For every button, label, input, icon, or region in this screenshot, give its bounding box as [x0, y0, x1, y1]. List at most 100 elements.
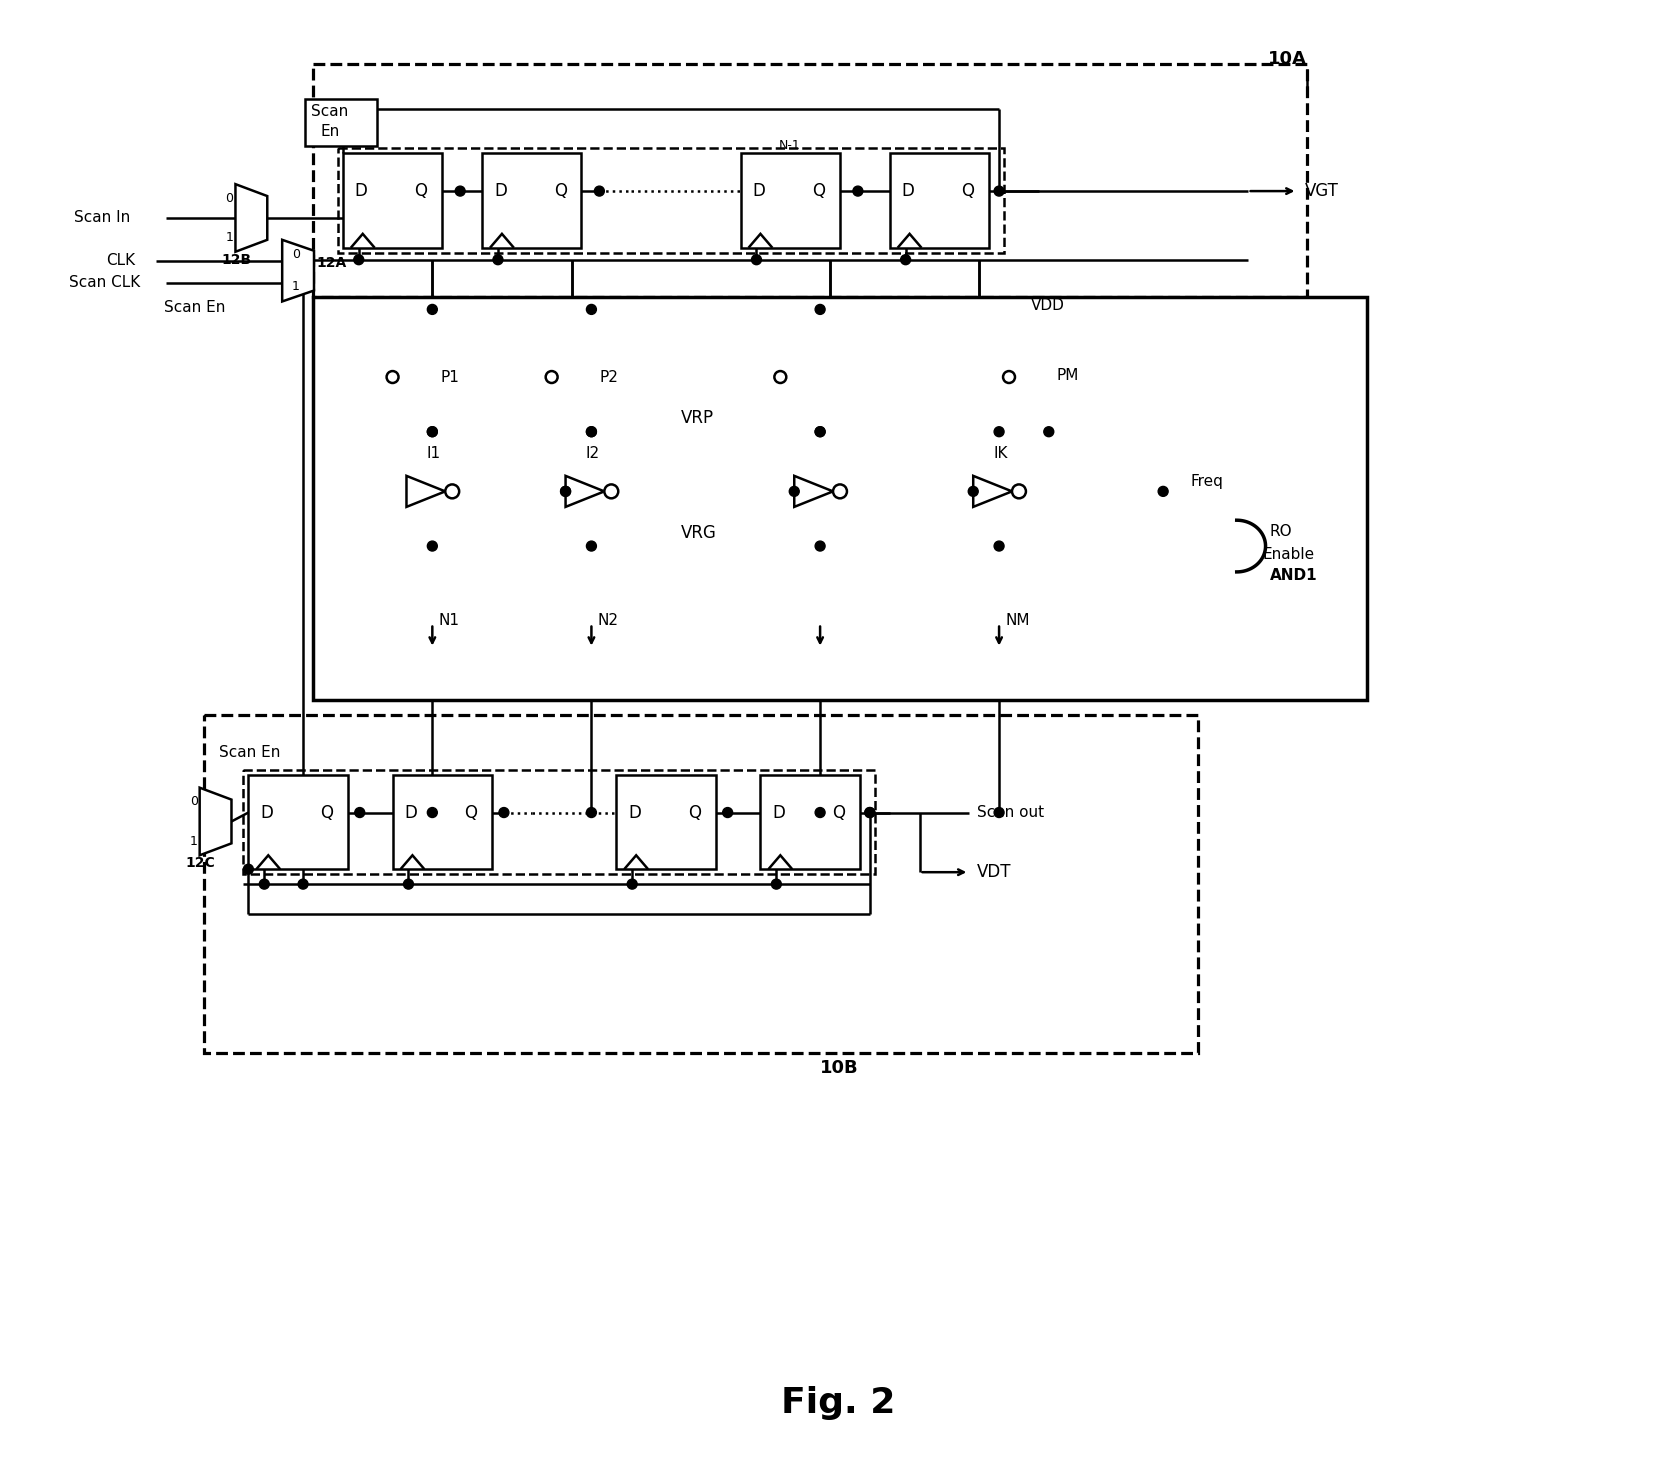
- Circle shape: [815, 427, 825, 437]
- Circle shape: [260, 879, 270, 889]
- Text: 0: 0: [292, 249, 300, 262]
- Text: Scan: Scan: [310, 104, 349, 118]
- Circle shape: [404, 879, 414, 889]
- Bar: [243, 770, 875, 874]
- Circle shape: [428, 541, 438, 551]
- Text: D: D: [629, 804, 641, 822]
- Bar: [890, 154, 989, 247]
- Circle shape: [428, 427, 438, 437]
- Circle shape: [994, 541, 1005, 551]
- Bar: [203, 715, 1197, 1053]
- Circle shape: [627, 879, 637, 889]
- Polygon shape: [282, 240, 314, 301]
- Circle shape: [299, 879, 309, 889]
- Text: 10B: 10B: [820, 1058, 859, 1077]
- Text: Q: Q: [553, 183, 567, 200]
- Circle shape: [493, 254, 503, 265]
- Text: Scan In: Scan In: [74, 211, 131, 225]
- Text: D: D: [902, 183, 914, 200]
- Bar: [248, 775, 347, 870]
- Circle shape: [587, 427, 597, 437]
- Circle shape: [771, 879, 781, 889]
- Circle shape: [454, 186, 465, 196]
- Bar: [337, 148, 1005, 253]
- Text: Scan En: Scan En: [164, 300, 225, 314]
- Text: Fig. 2: Fig. 2: [781, 1386, 896, 1420]
- Circle shape: [994, 427, 1005, 437]
- Text: AND1: AND1: [1269, 569, 1316, 583]
- Polygon shape: [200, 788, 231, 855]
- Circle shape: [243, 864, 253, 874]
- Polygon shape: [406, 475, 446, 507]
- Text: I2: I2: [585, 446, 600, 461]
- Text: 1: 1: [292, 281, 300, 292]
- Text: I1: I1: [426, 446, 441, 461]
- Circle shape: [560, 487, 570, 496]
- Text: 0: 0: [225, 192, 233, 205]
- Text: Q: Q: [832, 804, 845, 822]
- Text: En: En: [320, 124, 340, 139]
- Text: Scan En: Scan En: [218, 746, 280, 760]
- Circle shape: [854, 186, 864, 196]
- Circle shape: [587, 427, 597, 437]
- Polygon shape: [565, 475, 604, 507]
- Text: VRP: VRP: [681, 409, 714, 427]
- Circle shape: [994, 186, 1005, 196]
- Circle shape: [594, 186, 604, 196]
- Circle shape: [587, 541, 597, 551]
- Circle shape: [815, 807, 825, 817]
- Text: VRG: VRG: [681, 525, 716, 542]
- Bar: [314, 64, 1308, 297]
- Polygon shape: [973, 475, 1011, 507]
- Circle shape: [994, 807, 1005, 817]
- Text: N-1: N-1: [778, 139, 800, 152]
- Circle shape: [901, 254, 911, 265]
- Text: Q: Q: [688, 804, 701, 822]
- Text: 12C: 12C: [186, 857, 215, 870]
- Circle shape: [587, 807, 597, 817]
- Text: PM: PM: [1057, 367, 1078, 383]
- Circle shape: [790, 487, 800, 496]
- Bar: [615, 775, 716, 870]
- Circle shape: [428, 427, 438, 437]
- Text: D: D: [356, 183, 367, 200]
- Text: N1: N1: [438, 613, 459, 629]
- Text: D: D: [495, 183, 506, 200]
- Circle shape: [587, 304, 597, 314]
- Text: Scan CLK: Scan CLK: [69, 275, 141, 289]
- Bar: [342, 154, 443, 247]
- Text: Enable: Enable: [1263, 547, 1315, 561]
- Text: D: D: [753, 183, 765, 200]
- Text: Freq: Freq: [1191, 474, 1224, 488]
- Text: NM: NM: [1005, 613, 1030, 629]
- Circle shape: [428, 304, 438, 314]
- Circle shape: [560, 487, 570, 496]
- Circle shape: [1011, 484, 1026, 499]
- Text: Q: Q: [320, 804, 334, 822]
- Circle shape: [446, 484, 459, 499]
- Text: N2: N2: [597, 613, 619, 629]
- Text: VDD: VDD: [1031, 298, 1065, 313]
- Circle shape: [865, 807, 875, 817]
- Text: IK: IK: [993, 446, 1008, 461]
- Text: 10A: 10A: [1268, 50, 1306, 67]
- Text: D: D: [260, 804, 273, 822]
- Text: D: D: [773, 804, 785, 822]
- Text: Q: Q: [465, 804, 478, 822]
- Circle shape: [500, 807, 508, 817]
- Circle shape: [1003, 371, 1015, 383]
- Circle shape: [354, 254, 364, 265]
- Text: Q: Q: [961, 183, 974, 200]
- Circle shape: [1159, 487, 1169, 496]
- Circle shape: [815, 304, 825, 314]
- Text: RO: RO: [1269, 523, 1293, 538]
- Text: 12A: 12A: [315, 256, 345, 269]
- Text: P1: P1: [441, 370, 459, 385]
- Text: D: D: [404, 804, 418, 822]
- Text: CLK: CLK: [106, 253, 136, 268]
- Polygon shape: [235, 184, 267, 251]
- Text: VGT: VGT: [1305, 183, 1340, 200]
- Text: 0: 0: [190, 795, 198, 808]
- Polygon shape: [795, 475, 833, 507]
- Text: Scan out: Scan out: [978, 806, 1045, 820]
